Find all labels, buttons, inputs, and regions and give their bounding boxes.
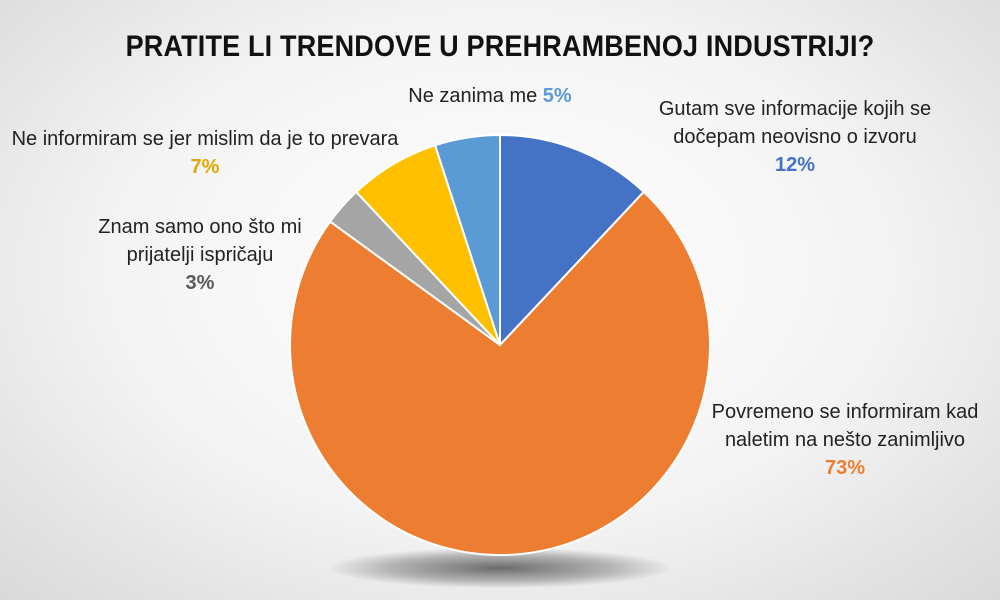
slice-label-4: Ne zanima me 5% <box>408 85 572 107</box>
slice-label-2: Znam samo ono što mi prijatelji ispričaj… <box>60 213 340 297</box>
pie-slice-1 <box>289 190 711 556</box>
slice-pct-0: 12% <box>774 154 816 176</box>
slice-label-0: Gutam sve informacije kojih se dočepam n… <box>640 95 950 179</box>
pie-slice-0 <box>499 133 646 348</box>
slice-label-3: Ne informiram se jer mislim da je to pre… <box>0 125 410 181</box>
slice-pct-4: 5% <box>542 85 572 107</box>
pie-slice-4 <box>433 133 501 346</box>
slice-pct-1: 73% <box>824 457 866 479</box>
slice-pct-2: 3% <box>185 272 215 294</box>
slice-label-1: Povremeno se informiram kad naletim na n… <box>695 398 995 482</box>
chart-title: PRATITE LI TRENDOVE U PREHRAMBENOJ INDUS… <box>125 30 875 63</box>
slice-pct-3: 7% <box>190 156 220 178</box>
